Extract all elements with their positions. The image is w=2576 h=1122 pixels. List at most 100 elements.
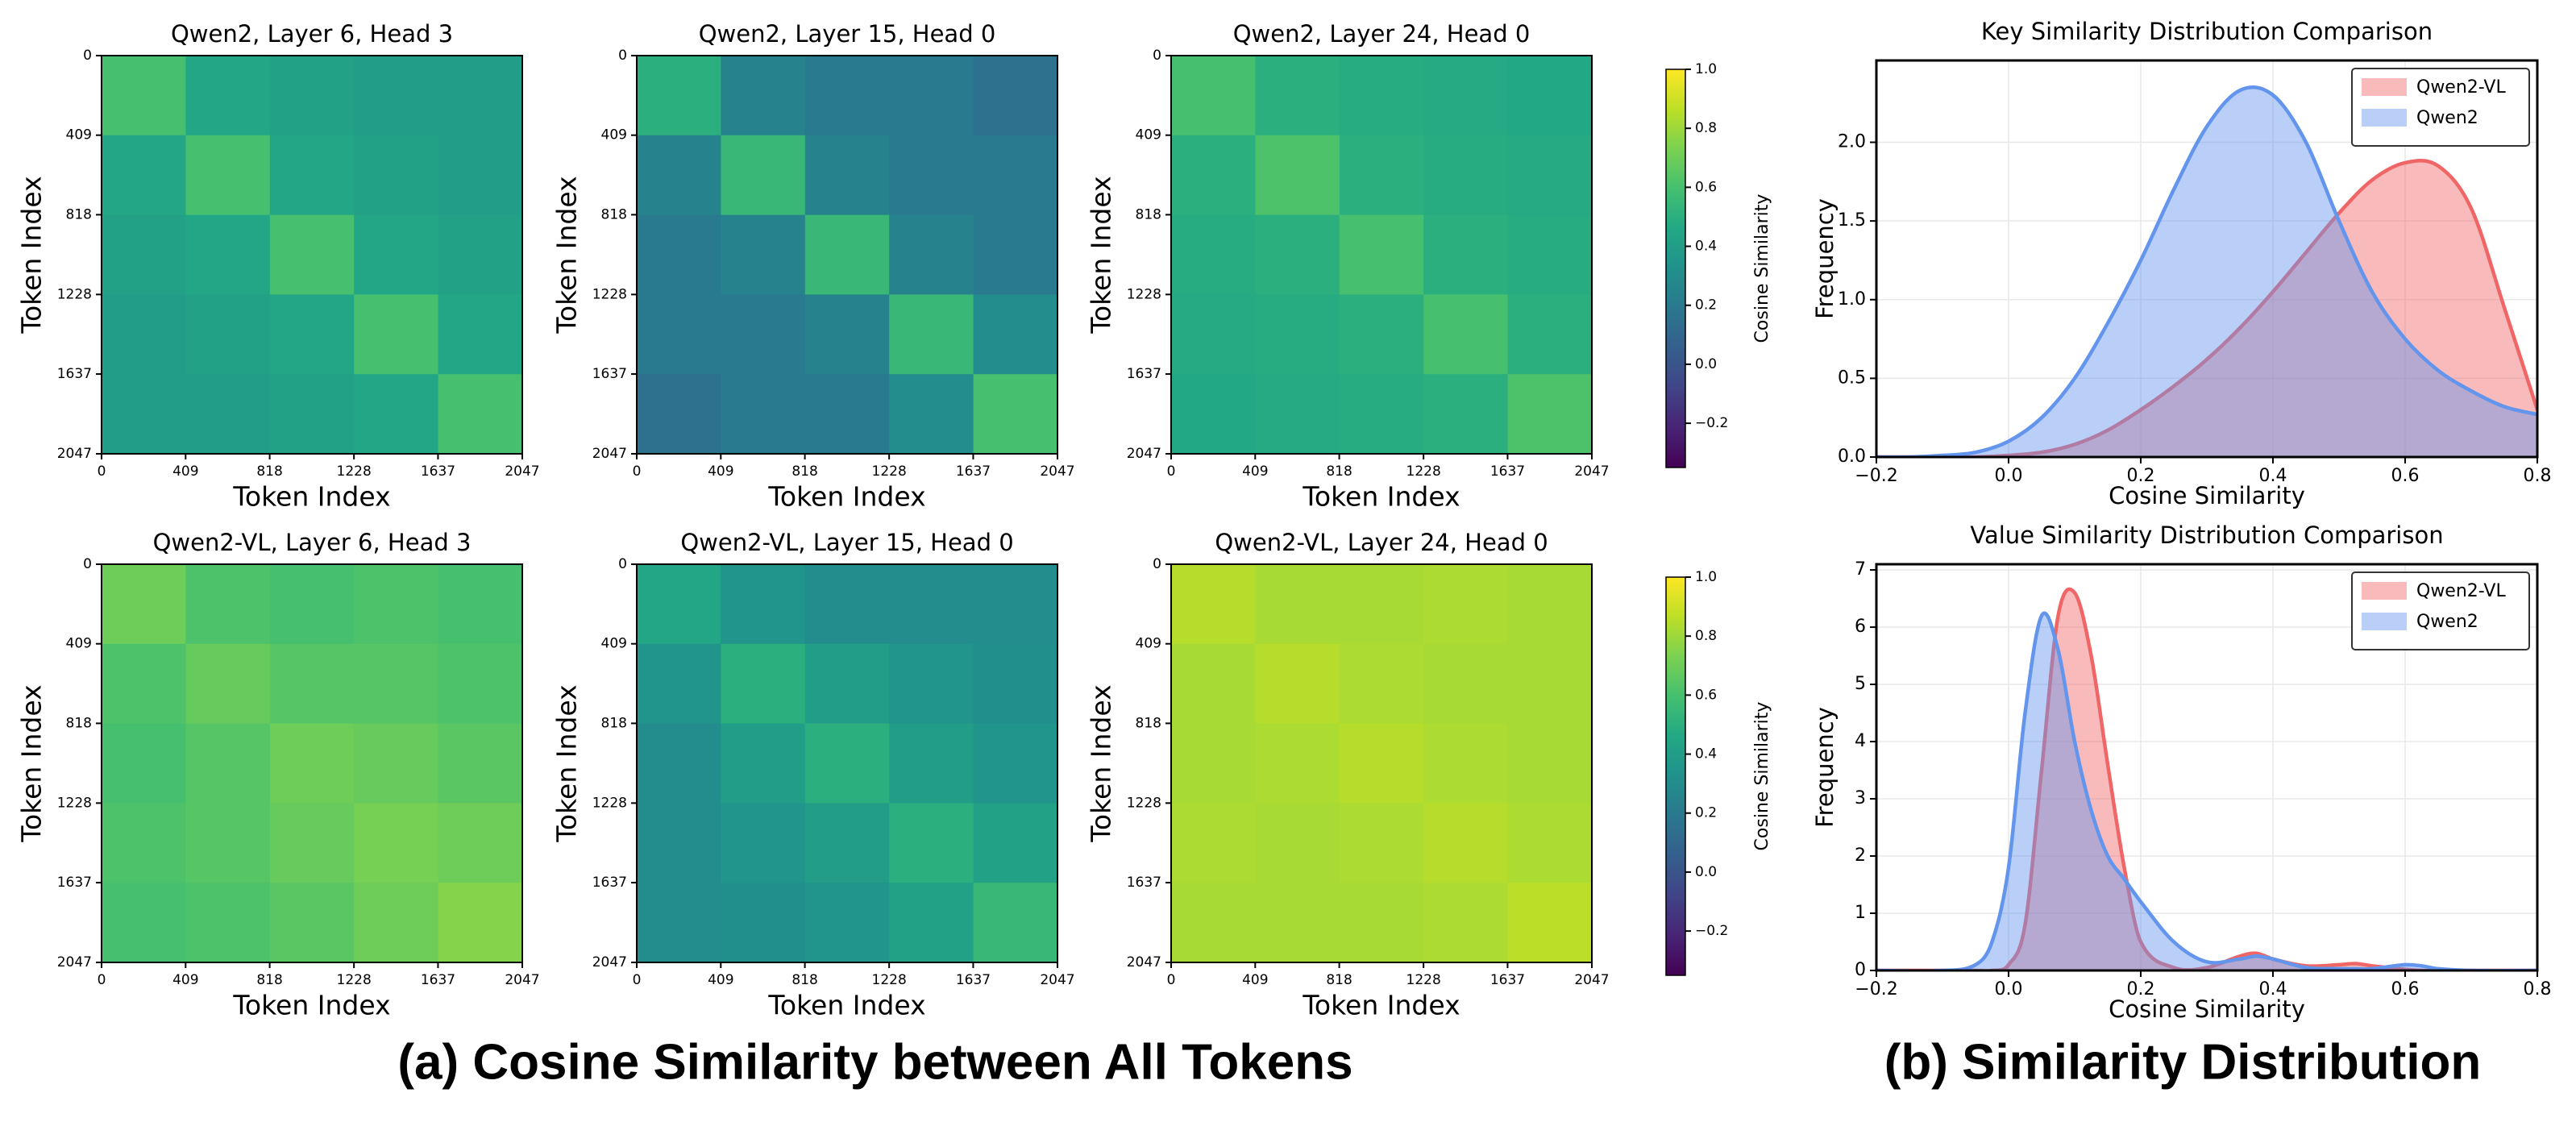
y-tick-label: 1228 xyxy=(57,286,92,302)
heatmap-cell xyxy=(1507,135,1593,216)
heatmap-cell xyxy=(185,883,271,963)
heatmap-cell xyxy=(973,374,1058,455)
heatmap-cell xyxy=(1507,803,1593,883)
x-tick-label: 818 xyxy=(791,463,817,480)
heatmap-cell xyxy=(889,723,974,804)
heatmap-cell xyxy=(1423,723,1509,804)
colorbar xyxy=(1665,69,1686,468)
heatmap-cell xyxy=(269,374,355,455)
y-tick-label: 0 xyxy=(1153,556,1161,572)
heatmap-cell xyxy=(438,135,523,216)
x-axis-label: Cosine Similarity xyxy=(2109,995,2305,1023)
plot-frame xyxy=(636,55,1058,455)
heatmap-cell xyxy=(804,643,890,725)
heatmap-cell xyxy=(721,56,806,136)
y-tick-label: 4 xyxy=(1855,731,1866,751)
x-tick-label: 2047 xyxy=(505,463,539,480)
heatmap-cell xyxy=(1255,56,1340,136)
heatmap-cell xyxy=(1423,643,1509,725)
y-axis-label: Token Index xyxy=(551,684,583,842)
y-tick-label: 1.0 xyxy=(1838,289,1866,310)
heatmap-cell xyxy=(804,214,890,295)
heatmap-cell xyxy=(354,56,439,136)
x-tick-label: 1637 xyxy=(421,972,455,988)
heatmap-cell xyxy=(102,803,186,883)
x-axis-label: Cosine Similarity xyxy=(2109,482,2305,509)
heatmap-cell xyxy=(269,564,355,645)
y-tick-label: 1.5 xyxy=(1838,210,1866,231)
heatmap-cell xyxy=(1423,294,1509,375)
heatmap-cell xyxy=(889,803,974,883)
colorbar-tick-label: 0.6 xyxy=(1695,179,1717,195)
y-axis-label: Frequency xyxy=(1811,707,1839,828)
y-tick-label: 0 xyxy=(1153,48,1161,64)
heatmap-cell xyxy=(889,56,974,136)
x-tick-label: 0 xyxy=(1167,972,1176,988)
x-tick-label: 1228 xyxy=(337,972,372,988)
heatmap-cell xyxy=(1255,374,1340,455)
heatmap-cell xyxy=(1339,723,1424,804)
heatmap-cell xyxy=(269,803,355,883)
heatmap-cell xyxy=(102,56,186,136)
heatmap-cell xyxy=(1507,56,1593,136)
x-tick-label: 2047 xyxy=(1040,463,1074,480)
y-tick-label: 409 xyxy=(601,127,627,143)
y-tick-label: 818 xyxy=(601,206,627,222)
x-tick-label: 409 xyxy=(1242,463,1268,480)
heatmap-cell xyxy=(1171,643,1256,725)
x-tick-label: 0.6 xyxy=(2391,979,2420,999)
y-tick-label: 1637 xyxy=(592,875,627,891)
heatmap-cell xyxy=(889,374,974,455)
density-line xyxy=(1876,611,2537,970)
plot-frame xyxy=(1875,59,2539,459)
heatmap-cell xyxy=(185,135,271,216)
heatmap-cell xyxy=(1171,723,1256,804)
y-tick-label: 1637 xyxy=(57,366,92,382)
y-tick-label: 409 xyxy=(601,636,627,652)
heatmap-cell xyxy=(804,374,890,455)
heatmap-cell xyxy=(354,883,439,963)
heatmap-cell xyxy=(185,803,271,883)
y-tick-label: 3 xyxy=(1855,788,1866,808)
legend-label: Qwen2-VL xyxy=(2416,77,2506,98)
x-axis-label: Token Index xyxy=(767,481,925,513)
legend-box xyxy=(2351,571,2530,650)
x-tick-label: 0.4 xyxy=(2259,979,2287,999)
heatmap-cell xyxy=(1255,135,1340,216)
heatmap-cell xyxy=(1339,135,1424,216)
y-tick-label: 1228 xyxy=(1127,286,1161,302)
chart-title: Qwen2-VL, Layer 15, Head 0 xyxy=(680,529,1013,556)
colorbar-tick-label: 0.4 xyxy=(1695,746,1717,763)
heatmap-cell xyxy=(973,294,1058,375)
x-tick-label: 409 xyxy=(708,463,733,480)
heatmap-cell xyxy=(1339,56,1424,136)
heatmap-cell xyxy=(973,803,1058,883)
heatmap-cell xyxy=(1339,643,1424,725)
heatmap-cell xyxy=(438,723,523,804)
heatmap-cell xyxy=(1171,374,1256,455)
y-tick-label: 1228 xyxy=(592,795,627,811)
heatmap-cell xyxy=(438,214,523,295)
heatmap-cell xyxy=(269,643,355,725)
x-tick-label: 1228 xyxy=(1406,463,1441,480)
x-tick-label: 1228 xyxy=(872,463,907,480)
heatmap-cell xyxy=(1255,803,1340,883)
colorbar-tick-label: 0.2 xyxy=(1695,805,1717,821)
y-tick-label: 2047 xyxy=(1127,954,1161,970)
heatmap-cell xyxy=(1171,56,1256,136)
colorbar-label: Cosine Similarity xyxy=(1752,194,1772,343)
heatmap-cell xyxy=(269,135,355,216)
x-tick-label: 409 xyxy=(172,972,198,988)
y-tick-label: 0 xyxy=(1855,960,1866,980)
heatmap-cell xyxy=(438,883,523,963)
legend-label: Qwen2-VL xyxy=(2416,581,2506,601)
x-tick-label: 0 xyxy=(1167,463,1176,480)
colorbar-tick-label: 0.0 xyxy=(1695,356,1717,372)
plot-frame xyxy=(101,55,523,455)
heatmap-cell xyxy=(438,294,523,375)
heatmap-cell xyxy=(1423,374,1509,455)
plot-frame xyxy=(101,563,523,963)
x-tick-label: 0 xyxy=(633,463,642,480)
y-tick-label: 409 xyxy=(66,636,92,652)
y-tick-label: 2047 xyxy=(592,446,627,462)
